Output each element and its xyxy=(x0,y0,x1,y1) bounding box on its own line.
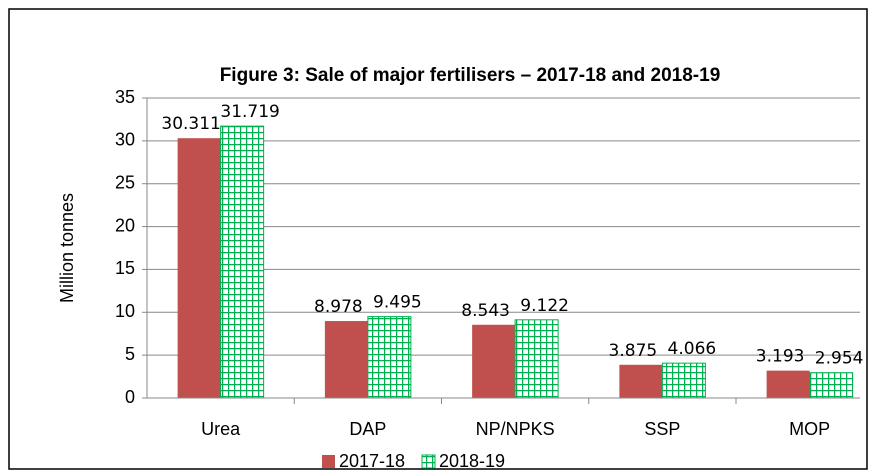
chart-frame xyxy=(8,8,868,470)
y-tick-label: 25 xyxy=(115,172,135,192)
chart-title: Figure 3: Sale of major fertilisers – 20… xyxy=(220,65,721,86)
y-tick-label: 15 xyxy=(115,258,135,278)
y-tick-label: 10 xyxy=(115,301,135,321)
y-tick-label: 0 xyxy=(125,387,135,407)
bar xyxy=(367,316,412,399)
bar xyxy=(472,324,516,398)
bar xyxy=(661,362,706,399)
bar xyxy=(220,125,265,399)
bar xyxy=(177,138,221,399)
legend-label: 2017-18 xyxy=(339,451,405,471)
data-label: 9.122 xyxy=(520,296,569,316)
x-tick-label: MOP xyxy=(789,419,830,439)
x-tick-label: NP/NPKS xyxy=(476,419,555,439)
y-tick-label: 30 xyxy=(115,130,135,150)
x-tick-label: DAP xyxy=(349,419,386,439)
data-label: 3.875 xyxy=(609,341,658,361)
data-label: 3.193 xyxy=(756,347,805,367)
y-tick-label: 20 xyxy=(115,215,135,235)
legend-label: 2018-19 xyxy=(439,451,505,471)
bar xyxy=(514,319,559,399)
data-label: 2.954 xyxy=(815,349,864,369)
bar xyxy=(766,370,810,398)
data-label: 31.719 xyxy=(220,102,279,122)
legend-swatch xyxy=(322,455,335,468)
bar xyxy=(809,372,854,399)
data-label: 8.978 xyxy=(314,297,363,317)
legend-swatch xyxy=(421,454,436,469)
x-tick-label: SSP xyxy=(644,419,680,439)
bar xyxy=(324,321,368,398)
data-label: 9.495 xyxy=(373,293,422,313)
x-tick-label: Urea xyxy=(201,419,241,439)
data-label: 8.543 xyxy=(461,301,510,321)
data-label: 4.066 xyxy=(668,339,717,359)
y-axis-label: Million tonnes xyxy=(57,193,77,303)
y-tick-label: 35 xyxy=(115,87,135,107)
data-label: 30.311 xyxy=(161,114,220,134)
y-tick-label: 5 xyxy=(125,344,135,364)
bar xyxy=(619,364,663,398)
